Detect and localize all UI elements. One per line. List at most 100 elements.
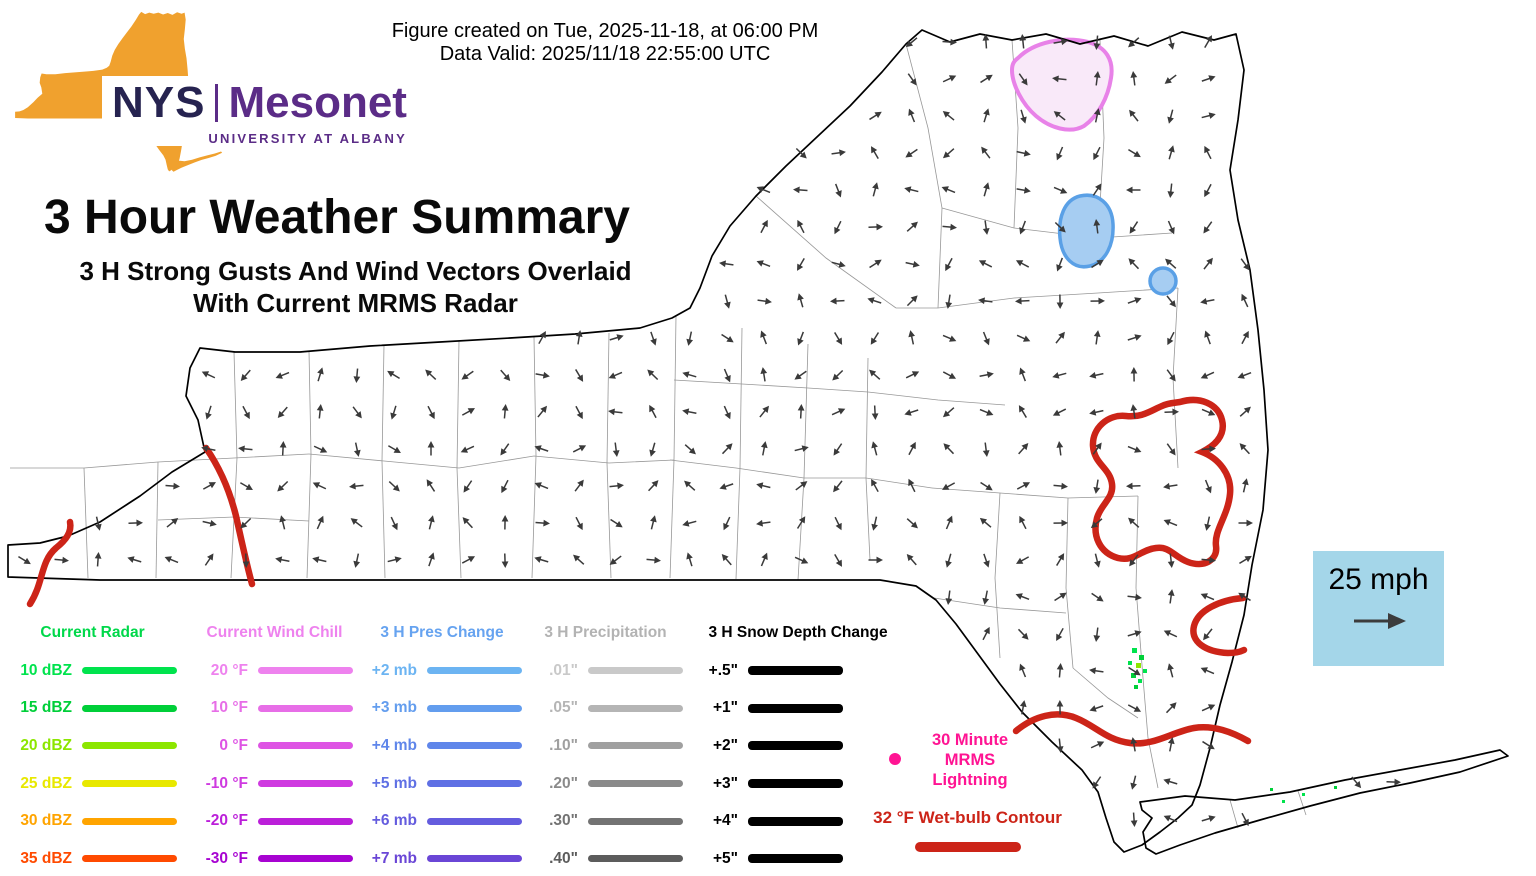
wind-vector [1200,593,1215,601]
wind-vector [275,556,290,564]
wind-vector [1239,555,1252,564]
wind-vector [1239,406,1251,417]
wind-vector [537,405,548,418]
wind-vector [942,371,957,379]
wind-vector [387,556,402,563]
subtitle-line-1: 3 H Strong Gusts And Wind Vectors Overla… [79,256,632,286]
legend-row: .30" [528,802,683,840]
pressure-change-region [1057,193,1115,269]
legend-label: +3" [712,774,738,792]
wind-vector [500,443,510,456]
wind-vector [978,297,993,305]
wind-vector [942,223,957,231]
wind-vector [1201,704,1216,712]
wind-vector [831,149,846,157]
wind-vector [650,331,657,346]
wetbulb-contour [1089,396,1234,568]
wind-vector [312,556,327,563]
wind-vector [1164,408,1179,416]
legend-label: +3 mb [371,699,417,717]
legend-swatch [748,703,843,713]
wind-vector [54,556,69,564]
legend-swatch [427,704,522,712]
wind-vector [905,260,920,268]
wind-vector [1052,75,1067,83]
county-line [606,332,612,579]
wind-vector [387,445,401,453]
wind-vector [793,186,808,194]
wind-vector [797,219,805,234]
wind-vector [1204,516,1212,531]
wind-vector [609,482,624,490]
wind-vector [1089,408,1104,416]
legend-label: 20 °F [210,661,248,679]
wind-vector [349,482,364,490]
wind-vector [834,516,842,531]
wind-vector [756,519,771,527]
wind-vector [462,517,473,529]
wind-vector [982,590,990,605]
legend-row: 0 °F [196,727,353,765]
legend-swatch [258,667,353,675]
wetbulb-label: 32 °F Wet-bulb Contour [873,808,1062,827]
legend-column-radar: Current Radar 10 dBZ 15 dBZ 20 dBZ 25 dBZ 30 … [8,614,177,876]
legend-swatch [588,667,683,675]
wind-vector [684,444,696,455]
nys-mesonet-logo: NYS Mesonet UNIVERSITY AT ALBANY [14,6,415,186]
wind-vector [128,519,143,527]
subtitle-line-2: With Current MRMS Radar [193,288,518,318]
wind-vector [904,409,919,416]
wind-vector [905,371,920,379]
data-valid-text: Data Valid: 2025/11/18 22:55:00 UTC [439,43,771,65]
wind-vector [833,443,843,456]
wind-vector [461,408,475,416]
wind-vector [1056,441,1064,456]
radar-echo [1134,685,1138,689]
wind-vector [1200,667,1215,675]
wind-vector [1129,554,1139,567]
wind-vector [831,261,846,268]
wind-vector [538,331,546,345]
wind-vector [463,480,473,493]
wind-vector [1204,145,1212,160]
legend-swatch [258,855,353,863]
county-line [905,43,943,309]
radar-echo [1143,669,1147,673]
wind-vector [1166,369,1176,382]
wind-vector [1127,297,1142,304]
wind-vector [830,297,845,305]
legend-swatch [588,780,683,788]
wind-vector [834,183,842,198]
lightning-legend-line: 30 Minute [931,731,1009,749]
wind-vector [238,445,253,453]
wind-vector [980,481,993,491]
wind-vector [721,553,732,566]
wind-vector [1019,700,1027,715]
wind-vector [834,553,842,567]
legend-label: .40" [549,849,578,867]
wind-vector [1130,367,1138,382]
county-line [669,459,933,489]
county-line [735,327,743,580]
legend-row: 30 dBZ [8,802,177,840]
wind-vector [906,295,918,307]
legend-row: +6 mb [362,802,522,840]
legend-swatch [748,816,843,826]
wind-vector [1201,408,1216,416]
legend-header-snow: 3 H Snow Depth Change [708,624,888,641]
legend-row: .40" [528,840,683,876]
wind-vector [1056,663,1064,678]
wind-vector [1128,666,1141,676]
wind-vector [871,479,879,493]
wind-vector [756,482,771,489]
wind-vector [760,552,768,567]
wind-vector [1090,741,1105,749]
wind-vector [1018,443,1029,455]
county-line [456,340,462,579]
county-line [230,351,238,579]
wind-vector [906,221,918,232]
legend-row: 20 dBZ [8,727,177,765]
wind-vector [869,259,882,269]
legend-row: 15 dBZ [8,690,177,728]
long-island-outline [1139,749,1509,855]
